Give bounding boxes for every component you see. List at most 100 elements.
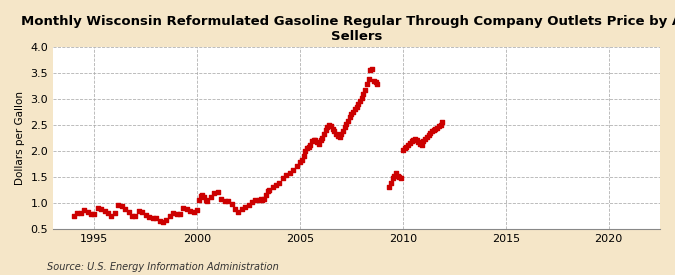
Point (246, 199, 257, 204)
Point (209, 191, 219, 196)
Point (358, 92, 369, 96)
Point (399, 146, 410, 150)
Point (396, 175, 406, 180)
Point (341, 122, 352, 126)
Point (321, 128, 331, 132)
Point (312, 140, 323, 145)
Point (408, 138, 418, 142)
Point (259, 196, 269, 201)
Point (236, 207, 247, 211)
Point (185, 209, 196, 213)
Point (233, 210, 244, 214)
Point (356, 96, 367, 100)
Point (398, 147, 408, 152)
Point (302, 146, 313, 150)
Y-axis label: Dollars per Gallon: Dollars per Gallon (15, 91, 25, 185)
Point (165, 213, 176, 218)
Point (200, 197, 211, 202)
Point (99, 209, 110, 213)
Point (430, 127, 441, 131)
Point (432, 126, 443, 130)
Point (134, 209, 144, 213)
Point (324, 123, 335, 127)
Point (401, 144, 412, 149)
Point (298, 154, 309, 158)
Point (75, 211, 86, 215)
Point (157, 220, 168, 225)
Point (305, 142, 316, 147)
Point (198, 195, 209, 200)
Point (369, 78, 379, 83)
Point (194, 198, 205, 202)
Point (310, 138, 321, 142)
Point (433, 124, 444, 129)
Point (435, 123, 446, 127)
Point (219, 198, 230, 203)
Point (303, 144, 314, 149)
Point (109, 211, 120, 215)
Text: Source: U.S. Energy Information Administration: Source: U.S. Energy Information Administ… (47, 262, 279, 272)
Point (178, 206, 189, 210)
Point (437, 120, 448, 124)
Point (334, 135, 345, 139)
Point (277, 176, 288, 180)
Point (420, 137, 431, 142)
Point (362, 82, 373, 87)
Point (413, 140, 424, 145)
Point (306, 139, 317, 144)
Point (300, 148, 310, 153)
Point (331, 132, 342, 136)
Point (348, 110, 358, 114)
Point (119, 207, 130, 212)
Point (322, 125, 333, 130)
Point (230, 207, 240, 211)
Point (317, 136, 327, 140)
Point (250, 198, 261, 202)
Point (416, 142, 427, 147)
Point (410, 137, 421, 142)
Point (271, 182, 281, 187)
Point (72, 211, 82, 215)
Point (240, 205, 250, 209)
Title: Monthly Wisconsin Reformulated Gasoline Regular Through Company Outlets Price by: Monthly Wisconsin Reformulated Gasoline … (22, 15, 675, 43)
Point (314, 141, 325, 146)
Point (351, 104, 362, 109)
Point (116, 204, 127, 208)
Point (394, 175, 405, 179)
Point (261, 193, 271, 197)
Point (213, 190, 223, 194)
Point (319, 132, 329, 136)
Point (140, 213, 151, 217)
Point (78, 208, 89, 213)
Point (387, 175, 398, 180)
Point (188, 210, 199, 214)
Point (404, 141, 415, 145)
Point (154, 219, 165, 224)
Point (365, 68, 376, 72)
Point (353, 102, 364, 106)
Point (226, 202, 237, 206)
Point (391, 170, 402, 175)
Point (257, 198, 268, 202)
Point (421, 135, 432, 139)
Point (202, 198, 213, 203)
Point (96, 207, 107, 211)
Point (288, 168, 298, 172)
Point (106, 213, 117, 218)
Point (82, 209, 93, 214)
Point (103, 211, 113, 215)
Point (254, 198, 265, 202)
Point (144, 215, 155, 219)
Point (340, 125, 350, 130)
Point (392, 174, 403, 178)
Point (137, 210, 148, 214)
Point (171, 212, 182, 216)
Point (363, 77, 374, 81)
Point (124, 210, 134, 214)
Point (385, 181, 396, 185)
Point (216, 196, 227, 201)
Point (372, 82, 383, 87)
Point (335, 132, 346, 136)
Point (308, 138, 319, 142)
Point (367, 67, 377, 71)
